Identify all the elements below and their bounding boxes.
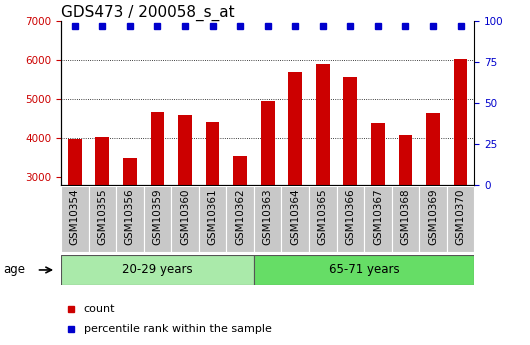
Text: GSM10362: GSM10362 bbox=[235, 188, 245, 245]
Bar bbox=[178, 115, 192, 185]
Text: GSM10359: GSM10359 bbox=[153, 188, 162, 245]
Text: GSM10363: GSM10363 bbox=[263, 188, 272, 245]
Bar bbox=[199, 186, 226, 252]
Bar bbox=[233, 156, 247, 185]
Bar bbox=[454, 59, 467, 185]
Text: age: age bbox=[3, 264, 25, 276]
Bar bbox=[447, 186, 474, 252]
Bar bbox=[206, 122, 219, 185]
Bar bbox=[364, 186, 392, 252]
Bar bbox=[61, 255, 254, 285]
Bar bbox=[392, 186, 419, 252]
Bar bbox=[426, 113, 440, 185]
Text: percentile rank within the sample: percentile rank within the sample bbox=[84, 324, 271, 334]
Text: GSM10364: GSM10364 bbox=[290, 188, 300, 245]
Bar bbox=[68, 139, 82, 185]
Bar bbox=[343, 77, 357, 185]
Bar bbox=[419, 186, 447, 252]
Bar bbox=[371, 122, 385, 185]
Text: GSM10366: GSM10366 bbox=[346, 188, 355, 245]
Bar bbox=[171, 186, 199, 252]
Text: 65-71 years: 65-71 years bbox=[329, 264, 400, 276]
Bar bbox=[316, 63, 330, 185]
Text: count: count bbox=[84, 304, 115, 314]
Text: GSM10356: GSM10356 bbox=[125, 188, 135, 245]
Bar bbox=[399, 135, 412, 185]
Bar bbox=[337, 186, 364, 252]
Text: GSM10367: GSM10367 bbox=[373, 188, 383, 245]
Text: GSM10361: GSM10361 bbox=[208, 188, 217, 245]
Text: GSM10360: GSM10360 bbox=[180, 188, 190, 245]
Bar bbox=[95, 137, 109, 185]
Text: GDS473 / 200058_s_at: GDS473 / 200058_s_at bbox=[61, 4, 235, 21]
Text: GSM10370: GSM10370 bbox=[456, 188, 465, 245]
Text: 20-29 years: 20-29 years bbox=[122, 264, 193, 276]
Bar bbox=[288, 72, 302, 185]
Bar bbox=[226, 186, 254, 252]
Text: GSM10354: GSM10354 bbox=[70, 188, 80, 245]
Text: GSM10369: GSM10369 bbox=[428, 188, 438, 245]
Text: GSM10368: GSM10368 bbox=[401, 188, 410, 245]
Bar bbox=[61, 186, 89, 252]
Bar bbox=[144, 186, 171, 252]
Text: GSM10355: GSM10355 bbox=[98, 188, 107, 245]
Bar bbox=[254, 255, 474, 285]
Bar bbox=[281, 186, 309, 252]
Text: GSM10365: GSM10365 bbox=[318, 188, 328, 245]
Bar bbox=[89, 186, 116, 252]
Bar bbox=[116, 186, 144, 252]
Bar bbox=[123, 158, 137, 185]
Bar bbox=[151, 112, 164, 185]
Bar bbox=[309, 186, 337, 252]
Bar bbox=[261, 101, 275, 185]
Bar bbox=[254, 186, 281, 252]
